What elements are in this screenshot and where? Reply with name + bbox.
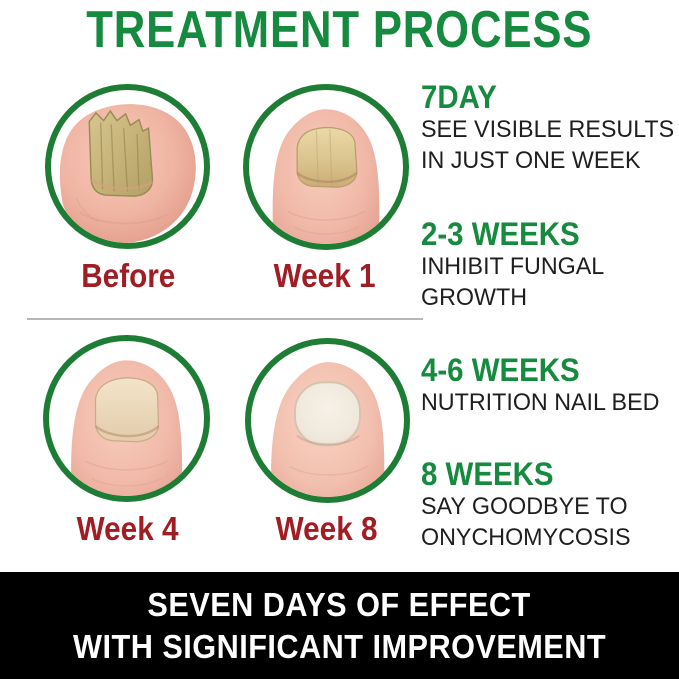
bottom-banner: SEVEN DAYS OF EFFECT WITH SIGNIFICANT IM… xyxy=(0,572,679,679)
stage-label-before-text: Before xyxy=(80,257,176,294)
timeline-heading: 8 WEEKS xyxy=(421,456,554,492)
row-divider-line xyxy=(27,318,423,320)
page-title: TREATMENT PROCESS xyxy=(0,4,679,56)
toe-photo-week8-icon xyxy=(271,362,385,497)
photo-circle-week4 xyxy=(43,335,210,502)
timeline-line: SEE VISIBLE RESULTS xyxy=(421,116,675,143)
timeline-block-7day: 7DAY SEE VISIBLE RESULTS IN JUST ONE WEE… xyxy=(421,80,677,176)
toe-photo-before-icon xyxy=(59,104,196,243)
page-title-text: TREATMENT PROCESS xyxy=(86,1,593,59)
timeline-heading: 2-3 WEEKS xyxy=(421,216,580,252)
stage-label-before: Before xyxy=(43,257,213,295)
banner-line-1: SEVEN DAYS OF EFFECT xyxy=(133,585,545,625)
timeline-line: IN JUST ONE WEEK xyxy=(421,147,641,174)
timeline-line: NUTRITION NAIL BED xyxy=(421,389,660,416)
stage-label-week1-text: Week 1 xyxy=(274,257,376,294)
stage-label-week1: Week 1 xyxy=(240,257,410,295)
timeline-heading: 4-6 WEEKS xyxy=(421,352,580,388)
banner-line-1-text: SEVEN DAYS OF EFFECT xyxy=(147,585,532,623)
banner-line-2: WITH SIGNIFICANT IMPROVEMENT xyxy=(53,627,626,667)
timeline-block-4-6-weeks: 4-6 WEEKS NUTRITION NAIL BED xyxy=(421,353,677,418)
photo-circle-week1 xyxy=(243,84,409,250)
timeline-line: ONYCHOMYCOSIS xyxy=(421,524,631,551)
stage-label-week4-text: Week 4 xyxy=(77,510,179,547)
photo-circle-before xyxy=(45,84,210,249)
timeline-line: GROWTH xyxy=(421,284,528,311)
timeline-block-2-3-weeks: 2-3 WEEKS INHIBIT FUNGAL GROWTH xyxy=(421,217,677,313)
stage-label-week8: Week 8 xyxy=(242,510,412,548)
stage-label-week4: Week 4 xyxy=(43,510,213,548)
timeline-block-8-weeks: 8 WEEKS SAY GOODBYE TO ONYCHOMYCOSIS xyxy=(421,457,677,553)
stage-label-week8-text: Week 8 xyxy=(276,510,378,547)
toe-photo-week4-icon xyxy=(71,360,183,496)
timeline-line: INHIBIT FUNGAL xyxy=(421,253,605,280)
timeline-heading: 7DAY xyxy=(421,79,497,115)
toe-photo-week1-icon xyxy=(272,109,380,244)
banner-line-2-text: WITH SIGNIFICANT IMPROVEMENT xyxy=(72,627,607,665)
timeline-line: SAY GOODBYE TO xyxy=(421,493,628,520)
photo-circle-week8 xyxy=(245,338,410,503)
